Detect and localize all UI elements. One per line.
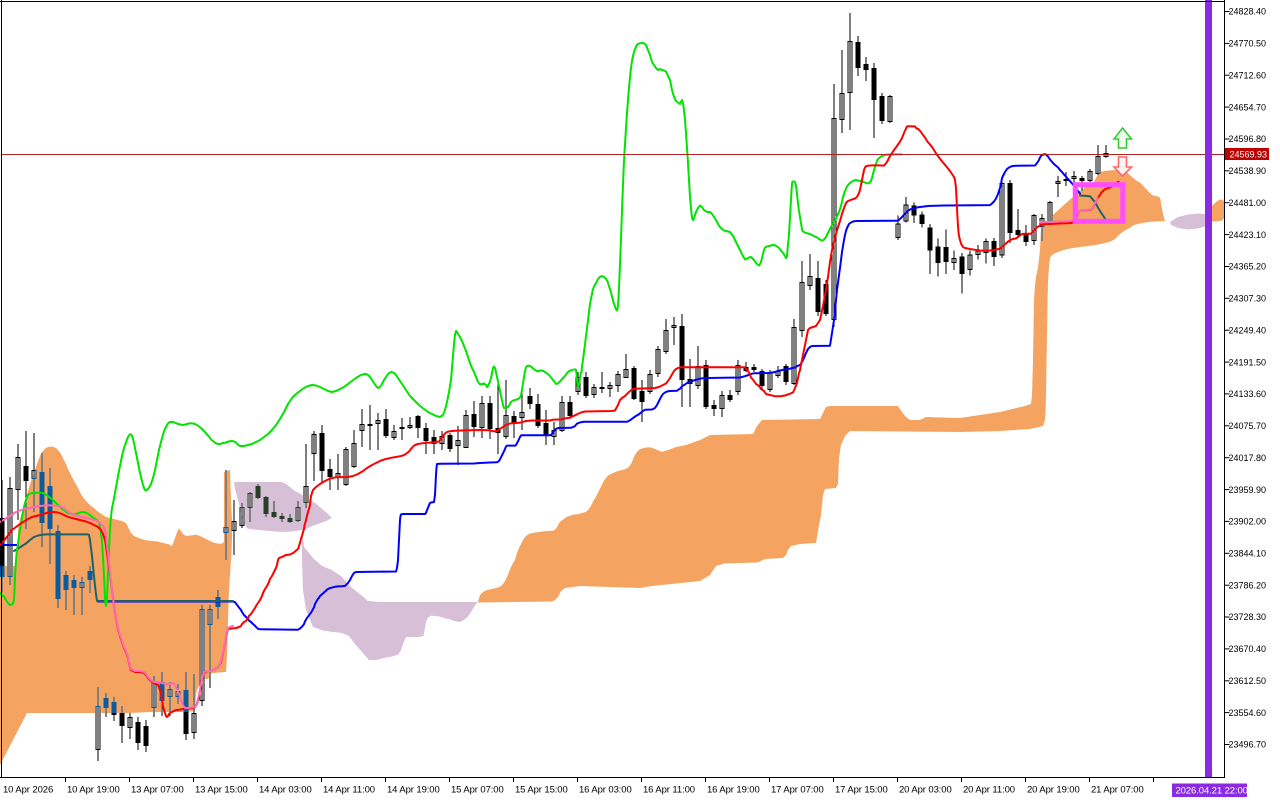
svg-text:24365.20: 24365.20 [1229, 262, 1267, 272]
svg-text:23670.40: 23670.40 [1229, 644, 1267, 654]
svg-text:23902.00: 23902.00 [1229, 517, 1267, 527]
svg-text:17 Apr 15:00: 17 Apr 15:00 [835, 785, 888, 796]
svg-text:24423.10: 24423.10 [1229, 230, 1267, 240]
svg-text:15 Apr 15:00: 15 Apr 15:00 [515, 785, 568, 796]
svg-text:24307.30: 24307.30 [1229, 294, 1267, 304]
svg-text:24191.50: 24191.50 [1229, 357, 1267, 367]
svg-text:24596.80: 24596.80 [1229, 134, 1267, 144]
svg-text:10 Apr 2026: 10 Apr 2026 [3, 785, 53, 796]
svg-text:21 Apr 07:00: 21 Apr 07:00 [1091, 785, 1144, 796]
svg-text:23496.70: 23496.70 [1229, 740, 1267, 750]
svg-text:23844.10: 23844.10 [1229, 549, 1267, 559]
svg-text:24481.00: 24481.00 [1229, 198, 1267, 208]
svg-text:17 Apr 07:00: 17 Apr 07:00 [771, 785, 824, 796]
svg-text:10 Apr 19:00: 10 Apr 19:00 [67, 785, 120, 796]
svg-text:13 Apr 07:00: 13 Apr 07:00 [131, 785, 184, 796]
svg-text:23786.20: 23786.20 [1229, 580, 1267, 590]
svg-text:20 Apr 19:00: 20 Apr 19:00 [1027, 785, 1080, 796]
svg-text:23959.90: 23959.90 [1229, 485, 1267, 495]
svg-text:20 Apr 03:00: 20 Apr 03:00 [899, 785, 952, 796]
svg-text:24569.93: 24569.93 [1230, 149, 1268, 159]
svg-text:16 Apr 03:00: 16 Apr 03:00 [579, 785, 632, 796]
svg-text:24017.80: 24017.80 [1229, 453, 1267, 463]
svg-text:2026.04.21 22:00: 2026.04.21 22:00 [1176, 786, 1248, 797]
svg-text:14 Apr 11:00: 14 Apr 11:00 [323, 785, 375, 796]
svg-text:23728.30: 23728.30 [1229, 612, 1267, 622]
svg-text:15 Apr 07:00: 15 Apr 07:00 [451, 785, 504, 796]
svg-text:23612.50: 23612.50 [1229, 676, 1267, 686]
svg-text:24538.90: 24538.90 [1229, 166, 1267, 176]
svg-text:24654.70: 24654.70 [1229, 102, 1267, 112]
svg-text:14 Apr 03:00: 14 Apr 03:00 [259, 785, 312, 796]
svg-text:20 Apr 11:00: 20 Apr 11:00 [963, 785, 1015, 796]
svg-text:24770.50: 24770.50 [1229, 39, 1267, 49]
svg-text:14 Apr 19:00: 14 Apr 19:00 [387, 785, 440, 796]
svg-text:24828.40: 24828.40 [1229, 7, 1267, 17]
svg-text:16 Apr 19:00: 16 Apr 19:00 [707, 785, 760, 796]
svg-text:24133.60: 24133.60 [1229, 389, 1267, 399]
svg-text:24712.60: 24712.60 [1229, 70, 1267, 80]
svg-text:24249.40: 24249.40 [1229, 325, 1267, 335]
svg-text:23554.60: 23554.60 [1229, 708, 1267, 718]
svg-text:24075.70: 24075.70 [1229, 421, 1267, 431]
svg-text:13 Apr 15:00: 13 Apr 15:00 [195, 785, 248, 796]
svg-text:16 Apr 11:00: 16 Apr 11:00 [643, 785, 695, 796]
